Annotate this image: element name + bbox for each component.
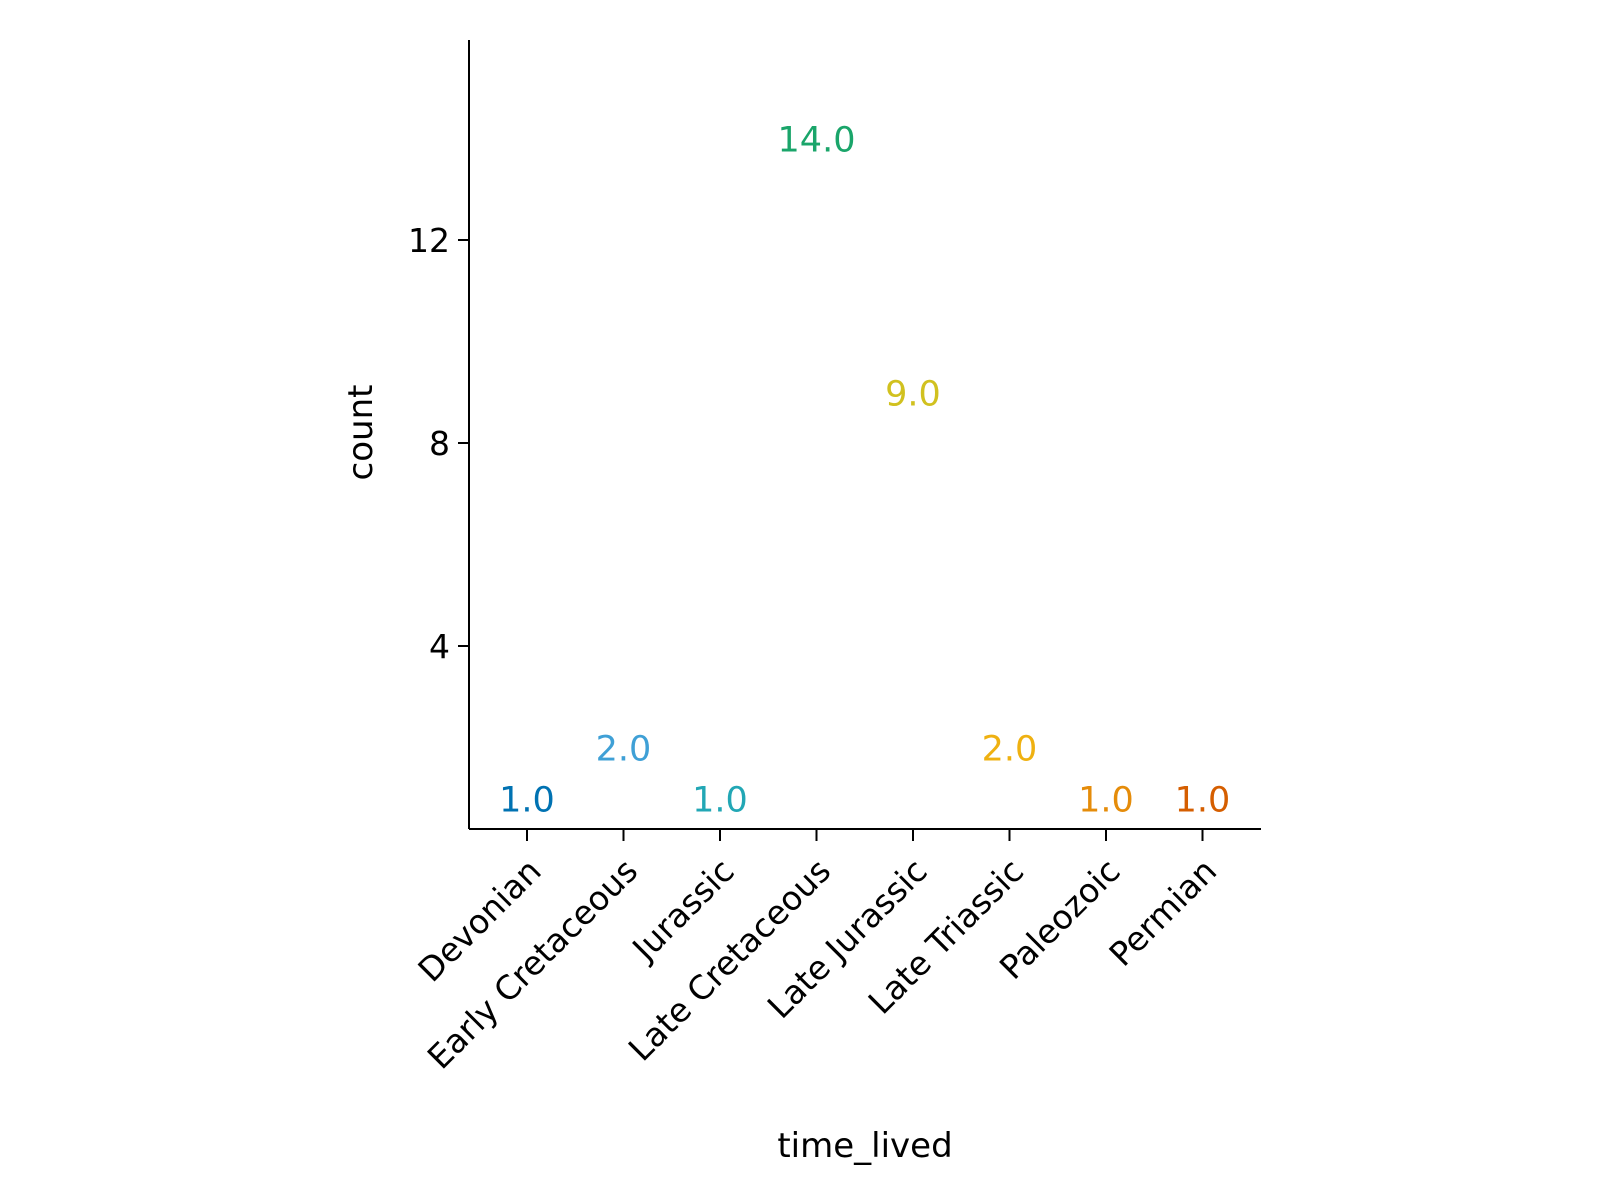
y-tick-label: 4 bbox=[429, 627, 450, 666]
data-label: 1.0 bbox=[692, 780, 748, 820]
data-label: 9.0 bbox=[885, 374, 941, 414]
data-label: 1.0 bbox=[1175, 780, 1231, 820]
x-axis-title: time_lived bbox=[777, 1126, 952, 1166]
y-ticks: 4 8 12 bbox=[408, 221, 469, 666]
data-label: 2.0 bbox=[596, 730, 652, 770]
y-axis-title: count bbox=[341, 385, 381, 481]
data-label: 2.0 bbox=[982, 730, 1038, 770]
y-tick-label: 8 bbox=[429, 424, 450, 463]
data-label: 1.0 bbox=[1078, 780, 1134, 820]
data-label: 14.0 bbox=[778, 121, 856, 161]
data-labels: 1.0 2.0 1.0 14.0 9.0 2.0 1.0 1.0 bbox=[499, 121, 1230, 821]
y-tick-label: 12 bbox=[408, 221, 450, 260]
x-tick-label: Permian bbox=[1101, 851, 1224, 974]
data-label: 1.0 bbox=[499, 780, 555, 820]
